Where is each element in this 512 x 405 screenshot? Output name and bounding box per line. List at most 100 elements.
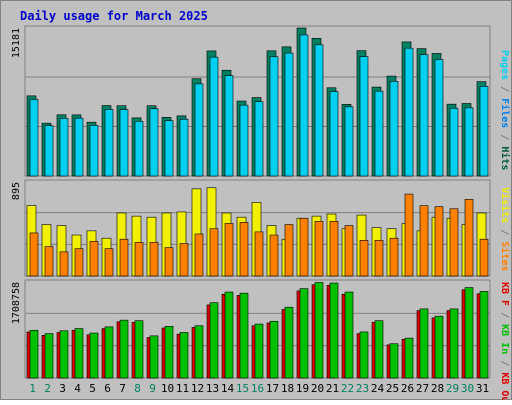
- bar-files-day-19: [299, 34, 309, 177]
- panel-kbytes-legend-item: KB F: [499, 282, 510, 306]
- day-labels: 1 2 3 4 5 6 7 8 9 10 11 12 13 14 15 16 17 18 19 20 21 22 23 24 2…: [29, 382, 489, 395]
- bar-kbin-day-22: [344, 291, 354, 379]
- bar-kbin-day-6: [104, 326, 114, 379]
- day-label: 7: [119, 382, 126, 395]
- day-label: 3: [59, 382, 66, 395]
- bar-kbin-day-20: [314, 282, 324, 379]
- bar-sites-day-15: [239, 222, 249, 277]
- bar-sites-day-19: [299, 217, 309, 277]
- day-label: 26: [401, 382, 414, 395]
- bar-sites-day-9: [149, 242, 159, 277]
- bar-files-day-9: [149, 108, 159, 177]
- day-label: 19: [296, 382, 309, 395]
- panel-visits-legend-item: Sites: [499, 241, 511, 271]
- bar-files-day-12: [194, 83, 204, 177]
- bar-files-day-22: [344, 106, 354, 177]
- bar-sites-day-17: [269, 234, 279, 277]
- bar-files-day-1: [29, 99, 39, 177]
- day-label: 4: [74, 382, 81, 395]
- bar-sites-day-31: [479, 238, 489, 277]
- bar-sites-day-14: [224, 223, 234, 277]
- panel-kbytes-legend-item: KB In: [499, 324, 510, 354]
- bar-sites-day-27: [419, 205, 429, 277]
- bar-sites-day-26: [404, 193, 414, 277]
- bar-files-day-23: [359, 56, 369, 177]
- bar-sites-day-10: [164, 247, 174, 277]
- panel-hits-legend-item: /: [499, 128, 510, 146]
- panel-visits-legend-item: Visits: [499, 187, 511, 223]
- day-label: 28: [431, 382, 444, 395]
- bar-kbin-day-7: [119, 319, 129, 379]
- day-label: 20: [311, 382, 324, 395]
- bar-kbin-day-12: [194, 325, 204, 379]
- panel-hits-ymax-label: 15181: [11, 28, 22, 58]
- day-label: 31: [476, 382, 489, 395]
- bar-kbin-day-3: [59, 330, 69, 379]
- panel-visits-legend-item: /: [499, 223, 510, 241]
- panel-kbytes-legend-item: KB Out: [499, 372, 510, 400]
- panel-hits-legend-item: Pages: [499, 50, 510, 80]
- day-label: 16: [251, 382, 264, 395]
- bar-files-day-27: [419, 54, 429, 177]
- bar-kbin-day-23: [359, 331, 369, 379]
- day-label: 1: [29, 382, 36, 395]
- bar-files-day-14: [224, 75, 234, 177]
- bar-files-day-13: [209, 56, 219, 177]
- day-label: 25: [386, 382, 399, 395]
- bar-sites-day-18: [284, 224, 294, 277]
- bar-sites-day-12: [194, 233, 204, 277]
- bar-kbin-day-1: [29, 329, 39, 379]
- bar-files-day-17: [269, 56, 279, 177]
- panel-kbytes-legend: KB F / KB In / KB Out: [499, 282, 510, 400]
- bar-files-day-29: [449, 107, 459, 177]
- bar-kbin-day-19: [299, 288, 309, 379]
- panel-visits: 895 Visits / Sites: [11, 179, 511, 277]
- bar-kbin-day-17: [269, 320, 279, 379]
- panel-kbytes-legend-item: /: [499, 306, 510, 324]
- bar-sites-day-24: [374, 239, 384, 277]
- bar-sites-day-16: [254, 231, 264, 277]
- bar-sites-day-21: [329, 221, 339, 277]
- bar-sites-day-7: [119, 238, 129, 277]
- day-label: 6: [104, 382, 111, 395]
- bar-sites-day-5: [89, 241, 99, 277]
- bar-sites-day-13: [209, 228, 219, 277]
- bar-sites-day-29: [449, 208, 459, 277]
- day-label: 10: [161, 382, 174, 395]
- day-label: 2: [44, 382, 51, 395]
- bar-kbin-day-18: [284, 306, 294, 379]
- bar-files-day-28: [434, 59, 444, 177]
- day-label: 13: [206, 382, 219, 395]
- day-label: 5: [89, 382, 96, 395]
- day-label: 8: [134, 382, 141, 395]
- bar-files-day-2: [44, 125, 54, 177]
- panel-kbytes-legend-item: /: [499, 354, 510, 372]
- bar-files-day-21: [329, 91, 339, 177]
- bar-kbin-day-10: [164, 326, 174, 379]
- day-label: 22: [341, 382, 354, 395]
- bar-sites-day-6: [104, 248, 114, 277]
- day-label: 14: [221, 382, 235, 395]
- bar-sites-day-23: [359, 239, 369, 277]
- bar-sites-day-30: [464, 199, 474, 277]
- bar-files-day-5: [89, 125, 99, 177]
- bar-files-day-8: [134, 121, 144, 177]
- bar-kbin-day-15: [239, 292, 249, 379]
- bar-kbin-day-25: [389, 343, 399, 379]
- day-label: 30: [461, 382, 474, 395]
- bar-sites-day-2: [44, 246, 54, 277]
- bar-sites-day-28: [434, 206, 444, 277]
- bar-files-day-31: [479, 86, 489, 177]
- bar-sites-day-11: [179, 243, 189, 277]
- panel-hits-legend-item: Hits: [499, 146, 511, 170]
- bar-files-day-18: [284, 52, 294, 177]
- bar-files-day-25: [389, 81, 399, 177]
- bar-files-day-20: [314, 44, 324, 177]
- panel-hits-legend-item: /: [499, 80, 510, 98]
- day-label: 27: [416, 382, 429, 395]
- bar-kbin-day-26: [404, 337, 414, 379]
- bar-kbin-day-5: [89, 332, 99, 379]
